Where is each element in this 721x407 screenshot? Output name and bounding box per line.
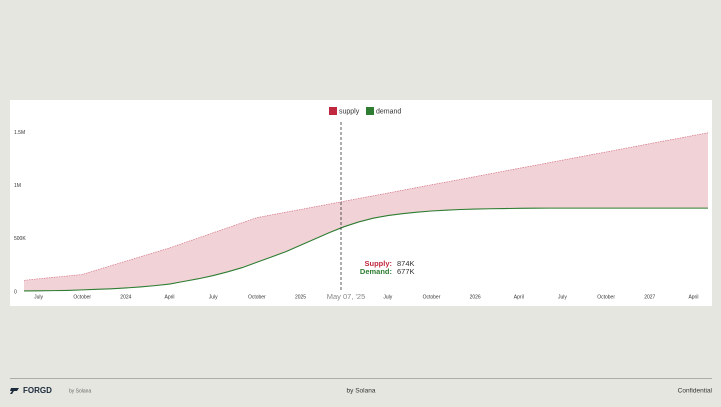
x-tick-label: April — [514, 294, 524, 300]
legend-label[interactable]: supply — [339, 108, 360, 115]
crosshair-date: May 07, '25 — [327, 292, 366, 301]
x-tick-label: October — [248, 294, 266, 300]
y-tick-label: 500K — [14, 236, 26, 242]
x-tick-label: October — [423, 294, 441, 300]
x-tick-label: 2027 — [644, 294, 655, 300]
legend-label[interactable]: demand — [376, 108, 401, 115]
x-tick-label: July — [209, 294, 218, 300]
legend-swatch — [366, 107, 374, 115]
legend-swatch — [329, 107, 337, 115]
x-tick-label: October — [597, 294, 615, 300]
x-tick-label: July — [383, 294, 392, 300]
tooltip-value: 677K — [397, 267, 415, 276]
crosshair-date-bg — [320, 291, 370, 302]
y-tick-label: 1.5M — [14, 130, 25, 136]
logo-icon — [10, 388, 19, 394]
tooltip-label: Supply: — [365, 259, 393, 268]
x-tick-label: April — [688, 294, 698, 300]
x-tick-label: July — [34, 294, 43, 300]
x-tick-label: 2024 — [120, 294, 131, 300]
x-tick-label: 2026 — [470, 294, 481, 300]
x-tick-label: April — [165, 294, 175, 300]
plot: 0 500K 1M 1.5M July October 2024 April July Octob… — [14, 130, 709, 300]
tooltip-value: 874K — [397, 259, 415, 268]
series-line — [23, 132, 709, 281]
x-tick-label: 2025 — [295, 294, 306, 300]
brand-sub: by Solana — [69, 388, 91, 394]
x-tick-label: July — [558, 294, 567, 300]
series-line — [23, 207, 708, 292]
brand: FORGD — [23, 386, 52, 395]
footer-center: by Solana — [347, 388, 376, 395]
y-tick-label: 0 — [14, 289, 17, 295]
area-band — [24, 132, 708, 291]
y-tick-label: 1M — [14, 183, 21, 189]
tooltip-label: Demand: — [360, 267, 392, 276]
x-tick-label: October — [73, 294, 91, 300]
footer-right: Confidential — [678, 388, 713, 395]
